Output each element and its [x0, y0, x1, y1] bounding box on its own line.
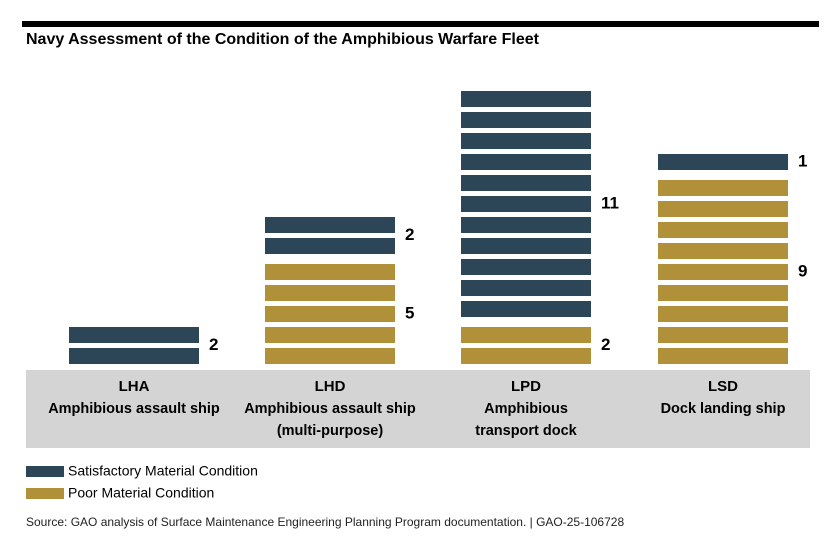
bar-segment-poor: [658, 264, 788, 280]
legend-label: Poor Material Condition: [68, 485, 214, 501]
bar-segment-poor: [658, 222, 788, 238]
bar-segment-poor: [658, 306, 788, 322]
bar-segment-satisfactory: [658, 154, 788, 170]
category-name: transport dock: [475, 423, 577, 439]
bar-segment-poor: [265, 285, 395, 301]
bar-segment-satisfactory: [461, 280, 591, 296]
bar-segment-poor: [265, 264, 395, 280]
count-label-satisfactory: 11: [601, 193, 619, 212]
category-band: [26, 370, 810, 448]
bar-segment-satisfactory: [461, 238, 591, 254]
bar-segment-satisfactory: [461, 301, 591, 317]
bar-segment-satisfactory: [265, 238, 395, 254]
legend: Satisfactory Material Condition Poor Mate…: [26, 463, 258, 501]
bar-segment-poor: [461, 348, 591, 364]
bar-segment-poor: [461, 327, 591, 343]
category-code: LSD: [708, 378, 738, 395]
category-name: Amphibious assault ship: [48, 401, 220, 417]
count-label-satisfactory: 1: [798, 151, 807, 170]
count-label-poor: 9: [798, 261, 807, 280]
bar-segment-poor: [658, 180, 788, 196]
bar-segment-satisfactory: [461, 133, 591, 149]
bar-segment-poor: [658, 327, 788, 343]
category-code: LPD: [511, 378, 541, 395]
bar-segment-satisfactory: [265, 217, 395, 233]
category-name: Amphibious assault ship: [244, 401, 416, 417]
legend-label: Satisfactory Material Condition: [68, 463, 258, 479]
title-rule: [22, 21, 819, 27]
count-label-poor: 2: [601, 335, 610, 354]
category-name: (multi-purpose): [277, 423, 383, 439]
count-labels-layer: 2 5 2 2 11 9 1: [209, 151, 807, 354]
count-label-satisfactory: 2: [405, 225, 414, 244]
bar-segment-poor: [265, 306, 395, 322]
count-label-poor: 5: [405, 303, 414, 322]
bar-segment-satisfactory: [461, 259, 591, 275]
legend-swatch: [26, 488, 64, 499]
bar-segment-satisfactory: [461, 154, 591, 170]
category-name: Dock landing ship: [661, 401, 786, 417]
legend-swatch: [26, 466, 64, 477]
bar-segment-poor: [658, 201, 788, 217]
category-code: LHD: [315, 378, 346, 395]
bar-segment-poor: [658, 285, 788, 301]
bar-segment-satisfactory: [69, 327, 199, 343]
category-code: LHA: [119, 378, 150, 395]
category-labels-layer: LHA Amphibious assault ship LHD Amphibious …: [48, 378, 785, 439]
bar-segment-satisfactory: [461, 217, 591, 233]
bar-segment-satisfactory: [69, 348, 199, 364]
bar-segment-satisfactory: [461, 112, 591, 128]
count-label-satisfactory: 2: [209, 335, 218, 354]
bar-segment-satisfactory: [461, 196, 591, 212]
bar-segment-poor: [658, 243, 788, 259]
bar-segment-poor: [265, 348, 395, 364]
category-name: Amphibious: [484, 401, 568, 417]
bar-segment-satisfactory: [461, 175, 591, 191]
chart-title: Navy Assessment of the Condition of the …: [26, 31, 539, 48]
bar-segment-poor: [265, 327, 395, 343]
bar-segment-poor: [658, 348, 788, 364]
source-note: Source: GAO analysis of Surface Maintena…: [26, 515, 625, 529]
bars-layer: [69, 91, 788, 364]
bar-segment-satisfactory: [461, 91, 591, 107]
